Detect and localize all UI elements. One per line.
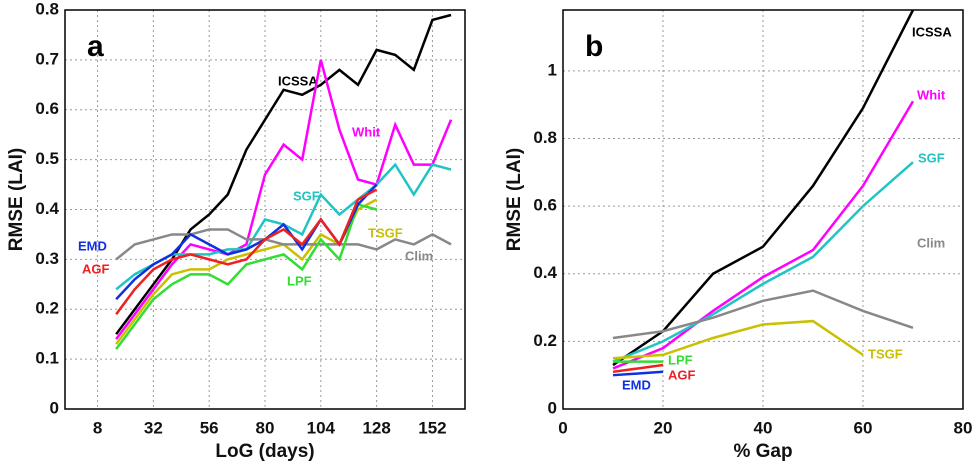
series-label: Whit [352, 124, 381, 139]
series-line [612, 289, 914, 340]
panel-label: a [87, 30, 104, 63]
series-line [115, 188, 378, 315]
y-tick-label: 0.4 [533, 263, 557, 282]
series-line [612, 100, 915, 370]
y-tick-label: 0 [50, 398, 59, 417]
y-tick-label: 0.6 [533, 196, 557, 215]
series-label: EMD [622, 377, 651, 392]
series-line [115, 228, 452, 261]
series-label: LPF [668, 352, 693, 367]
x-axis-title: % Gap [733, 441, 792, 462]
series-label: TSGF [368, 225, 403, 240]
series-label: SGF [918, 150, 945, 165]
series-label: AGF [82, 261, 110, 276]
plot-frame [64, 9, 466, 410]
series-label: TSGF [868, 346, 903, 361]
series-label: Clim [917, 235, 945, 250]
y-tick-label: 0.1 [35, 349, 59, 368]
x-tick-label: 80 [256, 418, 275, 437]
x-tick-label: 60 [854, 418, 873, 437]
x-tick-label: 80 [954, 418, 973, 437]
series-label: Whit [917, 87, 946, 102]
y-tick-label: 0.6 [35, 99, 59, 118]
x-tick-label: 152 [418, 418, 446, 437]
x-tick-label: 40 [754, 418, 773, 437]
series-line [612, 161, 914, 363]
y-tick-label: 0 [548, 398, 557, 417]
y-tick-label: 0.2 [533, 331, 557, 350]
series-label: ICSSA [278, 73, 318, 88]
x-tick-label: 20 [654, 418, 673, 437]
y-tick-label: 0.3 [35, 249, 59, 268]
x-tick-label: 8 [93, 418, 102, 437]
y-tick-label: 0.5 [35, 149, 59, 168]
y-axis-title: RMSE (LAI) [504, 148, 525, 251]
plot-frame [562, 9, 964, 410]
y-tick-label: 0.4 [35, 199, 59, 218]
series-label: EMD [78, 238, 107, 253]
series-line [612, 319, 864, 360]
series-label: ICSSA [912, 24, 952, 39]
y-tick-label: 0.2 [35, 299, 59, 318]
x-tick-label: 104 [307, 418, 336, 437]
series-line [115, 198, 378, 345]
y-tick-label: 1 [548, 60, 557, 79]
x-tick-label: 128 [362, 418, 390, 437]
series-label: LPF [287, 273, 312, 288]
series-label: AGF [668, 367, 696, 382]
series-label: SGF [293, 188, 320, 203]
x-axis-title: LoG (days) [215, 441, 314, 462]
x-tick-label: 32 [144, 418, 163, 437]
x-tick-label: 0 [558, 418, 567, 437]
series-line [612, 370, 664, 377]
y-axis-title: RMSE (LAI) [6, 148, 27, 251]
y-tick-label: 0.8 [533, 128, 557, 147]
series-line [115, 59, 453, 340]
series-line [115, 203, 377, 350]
y-tick-label: 0.7 [35, 49, 59, 68]
x-tick-label: 56 [200, 418, 219, 437]
series-line [612, 363, 664, 374]
panel-label: b [585, 30, 603, 63]
series-label: Clim [405, 248, 433, 263]
y-tick-label: 0.8 [35, 0, 59, 18]
